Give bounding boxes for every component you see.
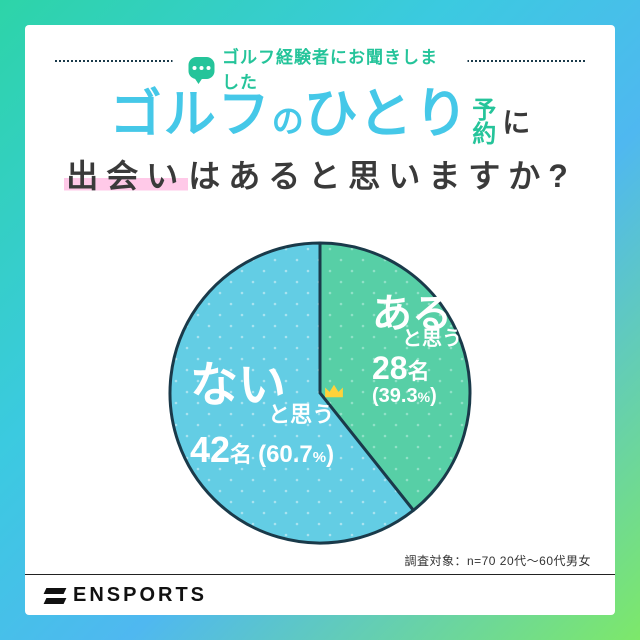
logo: ENSPORTS [45, 584, 207, 607]
no-count-n: 42 [190, 429, 230, 470]
title-line-2: 出会いはあると思いますか? [25, 151, 615, 197]
pie-label-yes: ある と思う 28名 (39.3%) [372, 293, 452, 407]
no-small: と思う [268, 402, 334, 427]
gradient-background: ゴルフ経験者にお聞きしました ゴルフのひとり予約に 出会いはあると思いますか? [0, 0, 640, 640]
title-word-yoyaku: 予約 [472, 99, 496, 147]
title-line2-rest: はあると思いますか? [188, 158, 576, 194]
pie-chart: ある と思う 28名 (39.3%) ない と思う 42名(60.7%) [160, 233, 480, 553]
yes-count-n: 28 [372, 350, 408, 386]
logo-text: ENSPORTS [73, 584, 207, 607]
no-pct: 60.7 [266, 441, 313, 468]
pie-label-no: ない と思う 42名(60.7%) [190, 361, 334, 469]
title-line-1: ゴルフのひとり予約に [25, 85, 615, 147]
bottom-divider [25, 574, 615, 575]
yes-small: と思う [402, 328, 462, 350]
title-word-no: の [272, 103, 304, 139]
yes-pct: 39.3 [379, 385, 418, 407]
logo-mark-icon [45, 588, 65, 604]
survey-note: 調査対象：n=70 20代〜60代男女 [404, 552, 591, 569]
title-word-hitori: ひとり [304, 84, 470, 144]
crown-icon [323, 383, 345, 399]
yes-count-unit: 名 [408, 359, 430, 384]
no-count-unit: 名 [230, 442, 252, 467]
title-word-golf: ゴルフ [110, 86, 272, 144]
title-word-ni: に [502, 107, 530, 138]
card: ゴルフ経験者にお聞きしました ゴルフのひとり予約に 出会いはあると思いますか? [25, 25, 615, 615]
title: ゴルフのひとり予約に 出会いはあると思いますか? [25, 85, 615, 197]
title-word-deai: 出会い [64, 158, 188, 194]
speech-bubble-icon [189, 57, 215, 79]
